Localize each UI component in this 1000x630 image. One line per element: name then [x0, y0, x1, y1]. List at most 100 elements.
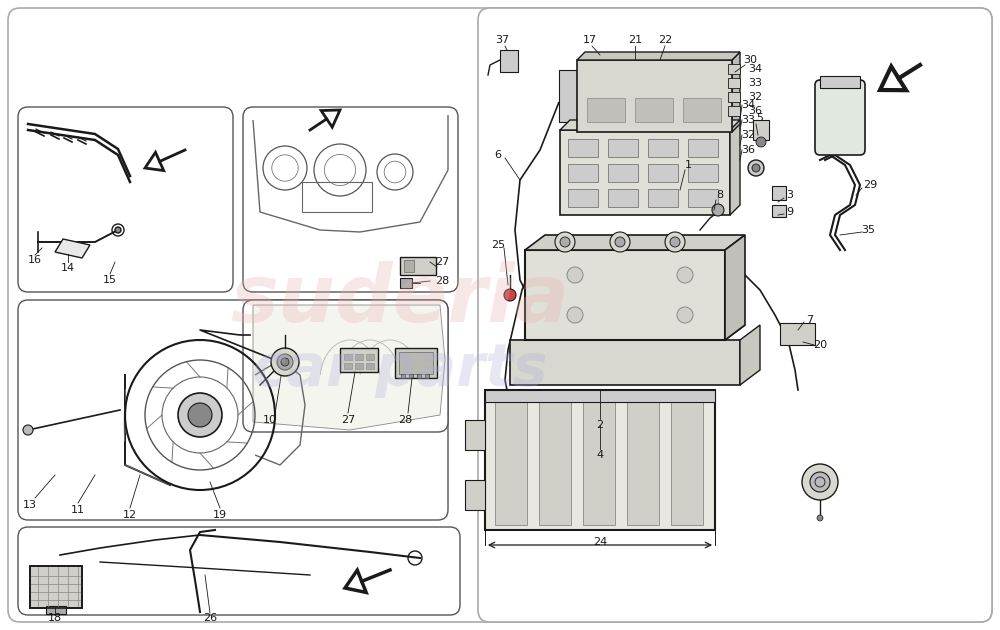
Bar — [539, 395, 571, 525]
Bar — [302, 182, 372, 212]
Bar — [399, 352, 433, 374]
Text: 36: 36 — [748, 106, 762, 116]
Text: 5: 5 — [757, 113, 764, 123]
FancyBboxPatch shape — [18, 527, 460, 615]
Text: 21: 21 — [628, 35, 642, 45]
Bar — [495, 395, 527, 525]
Bar — [648, 139, 678, 157]
Circle shape — [756, 137, 766, 147]
Polygon shape — [732, 52, 740, 132]
Bar — [417, 374, 421, 378]
Bar — [395, 348, 437, 378]
FancyBboxPatch shape — [18, 107, 233, 292]
Text: 33: 33 — [748, 78, 762, 88]
Bar — [525, 250, 725, 340]
Bar — [772, 205, 786, 217]
Polygon shape — [345, 570, 366, 592]
Text: 22: 22 — [658, 35, 672, 45]
Bar — [344, 363, 352, 369]
Circle shape — [610, 232, 630, 252]
Bar — [820, 76, 860, 88]
Circle shape — [802, 464, 838, 500]
Bar — [355, 363, 363, 369]
FancyBboxPatch shape — [18, 300, 448, 520]
Bar — [753, 120, 769, 140]
Polygon shape — [725, 235, 745, 340]
Text: 7: 7 — [806, 315, 814, 325]
Text: 11: 11 — [71, 505, 85, 515]
Text: 32: 32 — [748, 92, 762, 102]
Bar — [728, 92, 740, 102]
Text: 33: 33 — [741, 115, 755, 125]
Circle shape — [670, 237, 680, 247]
Bar — [510, 340, 740, 385]
Circle shape — [677, 307, 693, 323]
Circle shape — [115, 227, 121, 233]
Polygon shape — [321, 110, 340, 127]
Bar — [608, 139, 638, 157]
Bar — [583, 395, 615, 525]
Bar — [500, 50, 518, 72]
FancyBboxPatch shape — [243, 300, 448, 432]
Bar — [568, 139, 598, 157]
Text: 27: 27 — [435, 257, 449, 267]
Bar — [485, 390, 715, 530]
Text: 32: 32 — [741, 130, 755, 140]
Text: 36: 36 — [741, 145, 755, 155]
FancyBboxPatch shape — [478, 8, 992, 622]
Text: 28: 28 — [398, 415, 412, 425]
Bar — [688, 139, 718, 157]
Text: 1: 1 — [684, 160, 692, 170]
Circle shape — [615, 237, 625, 247]
Bar — [366, 354, 374, 360]
Text: 25: 25 — [491, 240, 505, 250]
Text: 27: 27 — [341, 415, 355, 425]
Text: 18: 18 — [48, 613, 62, 623]
Bar — [728, 106, 740, 116]
Text: 35: 35 — [861, 225, 875, 235]
Bar — [560, 130, 730, 215]
Bar — [340, 348, 378, 372]
Circle shape — [817, 515, 823, 521]
Bar — [30, 566, 82, 608]
Circle shape — [567, 267, 583, 283]
Text: 4: 4 — [596, 450, 604, 460]
Polygon shape — [525, 325, 745, 340]
Bar — [688, 164, 718, 182]
Circle shape — [677, 267, 693, 283]
Circle shape — [810, 472, 830, 492]
Polygon shape — [525, 235, 745, 250]
Bar — [400, 278, 412, 288]
FancyBboxPatch shape — [243, 107, 458, 292]
Bar — [627, 395, 659, 525]
Circle shape — [712, 204, 724, 216]
Polygon shape — [560, 120, 740, 130]
Text: 30: 30 — [743, 55, 757, 65]
Circle shape — [752, 164, 760, 172]
Bar — [465, 480, 485, 510]
Bar — [608, 164, 638, 182]
Polygon shape — [740, 325, 760, 385]
Text: 6: 6 — [494, 150, 502, 160]
Circle shape — [555, 232, 575, 252]
Bar — [366, 363, 374, 369]
Bar — [400, 257, 436, 275]
Bar — [587, 98, 625, 122]
Bar — [401, 374, 405, 378]
Bar — [635, 98, 673, 122]
Text: 10: 10 — [263, 415, 277, 425]
Bar — [688, 189, 718, 207]
Bar — [46, 606, 66, 614]
Circle shape — [560, 237, 570, 247]
Circle shape — [271, 348, 299, 376]
Bar — [568, 189, 598, 207]
Text: 14: 14 — [61, 263, 75, 273]
Polygon shape — [55, 239, 90, 258]
Text: 8: 8 — [716, 190, 724, 200]
FancyBboxPatch shape — [8, 8, 992, 622]
Circle shape — [504, 289, 516, 301]
Polygon shape — [730, 120, 740, 215]
Bar — [780, 323, 815, 345]
Circle shape — [23, 425, 33, 435]
Bar — [728, 64, 740, 74]
